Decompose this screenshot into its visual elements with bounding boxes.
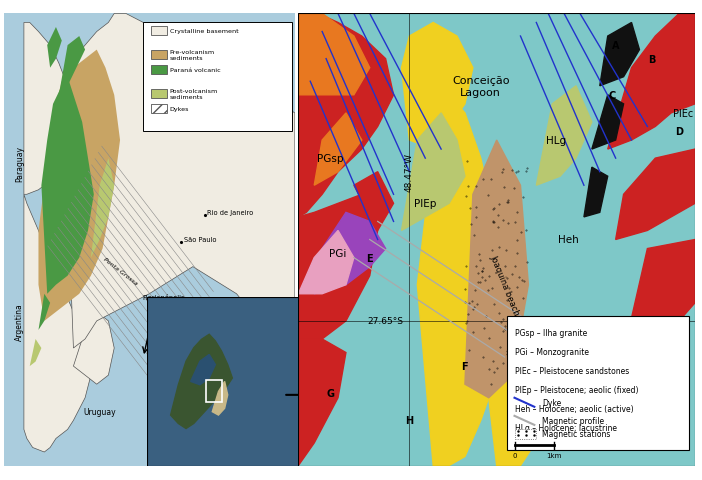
Text: PGsp: PGsp <box>317 154 343 164</box>
Bar <box>151 105 166 114</box>
Bar <box>151 66 166 75</box>
Text: Heh – Holocene; aeolic (active): Heh – Holocene; aeolic (active) <box>515 404 633 413</box>
Polygon shape <box>67 14 295 348</box>
Text: 27.65°S: 27.65°S <box>368 317 404 326</box>
Text: Post-volcanism
sediments: Post-volcanism sediments <box>170 89 218 100</box>
Polygon shape <box>171 335 232 429</box>
Text: Magnetic stations: Magnetic stations <box>542 430 611 439</box>
Text: D: D <box>675 127 683 137</box>
Text: Paraná volcanic: Paraná volcanic <box>170 68 220 73</box>
Text: B: B <box>648 55 655 64</box>
Polygon shape <box>623 240 695 353</box>
Polygon shape <box>465 141 529 398</box>
Text: PGi: PGi <box>329 249 347 259</box>
Text: Pre-volcanism
sediments: Pre-volcanism sediments <box>170 50 215 61</box>
Polygon shape <box>314 213 385 294</box>
Polygon shape <box>600 24 640 86</box>
Text: Joaquina beach: Joaquina beach <box>489 253 521 317</box>
Polygon shape <box>298 14 370 96</box>
Text: HLg – Holocene; lacustrine: HLg – Holocene; lacustrine <box>515 423 616 432</box>
Polygon shape <box>212 382 227 415</box>
Text: PlEp – Pleistocene; aeolic (fixed): PlEp – Pleistocene; aeolic (fixed) <box>515 385 638 394</box>
Polygon shape <box>298 339 346 466</box>
Text: Uruguay: Uruguay <box>84 407 116 416</box>
Polygon shape <box>298 231 354 294</box>
Polygon shape <box>536 86 592 186</box>
Text: Florianópolis: Florianópolis <box>143 293 185 300</box>
Text: E: E <box>366 253 373 263</box>
Text: A: A <box>612 41 619 51</box>
Text: F: F <box>462 361 468 372</box>
Polygon shape <box>402 24 473 150</box>
Text: Dykes: Dykes <box>170 107 189 112</box>
Bar <box>151 27 166 36</box>
Polygon shape <box>584 168 608 217</box>
Polygon shape <box>608 14 695 150</box>
Polygon shape <box>298 195 378 339</box>
Polygon shape <box>41 78 94 294</box>
Bar <box>515 430 536 439</box>
Text: Rio de Janeiro: Rio de Janeiro <box>208 210 253 216</box>
Text: Argentina: Argentina <box>15 302 24 340</box>
Text: Paraguay: Paraguay <box>15 145 24 181</box>
Text: Dyke: Dyke <box>542 398 562 407</box>
Polygon shape <box>417 96 505 466</box>
Bar <box>507 317 689 450</box>
Polygon shape <box>74 312 114 384</box>
Bar <box>151 51 166 60</box>
Polygon shape <box>592 96 623 150</box>
Text: G: G <box>326 388 334 398</box>
Polygon shape <box>39 294 50 330</box>
Polygon shape <box>489 366 544 466</box>
Polygon shape <box>47 28 62 69</box>
Text: 48.47°W: 48.47°W <box>405 153 414 192</box>
Text: PGsp – Ilha granite: PGsp – Ilha granite <box>515 328 587 337</box>
Polygon shape <box>24 24 67 195</box>
Text: 0: 0 <box>512 452 517 458</box>
Polygon shape <box>59 37 85 96</box>
Polygon shape <box>402 114 465 231</box>
Polygon shape <box>616 150 695 240</box>
Text: PlEc: PlEc <box>673 108 693 119</box>
Polygon shape <box>298 14 394 217</box>
Text: São Paulo: São Paulo <box>184 237 217 243</box>
Polygon shape <box>354 172 394 231</box>
Text: Heh: Heh <box>557 235 578 245</box>
Text: PlEp: PlEp <box>414 199 437 209</box>
Text: Magnetic profile: Magnetic profile <box>542 416 604 425</box>
Polygon shape <box>91 159 114 258</box>
Bar <box>206 380 222 402</box>
Text: Conceição
Lagoon: Conceição Lagoon <box>452 76 510 97</box>
Bar <box>143 24 292 132</box>
Text: 1km: 1km <box>546 452 562 458</box>
Polygon shape <box>24 195 91 452</box>
Text: PGi – Monzogranite: PGi – Monzogranite <box>515 347 588 356</box>
Text: HLg: HLg <box>546 136 567 146</box>
Bar <box>151 90 166 99</box>
Polygon shape <box>191 355 216 385</box>
Text: H: H <box>405 416 413 425</box>
Text: C: C <box>608 91 616 101</box>
Polygon shape <box>39 50 120 321</box>
Text: Ponta Grossa: Ponta Grossa <box>102 257 138 287</box>
Text: Crystalline basement: Crystalline basement <box>170 29 238 34</box>
Polygon shape <box>29 339 41 366</box>
Polygon shape <box>314 114 362 186</box>
Text: PlEc – Pleistocene sandstones: PlEc – Pleistocene sandstones <box>515 366 629 375</box>
